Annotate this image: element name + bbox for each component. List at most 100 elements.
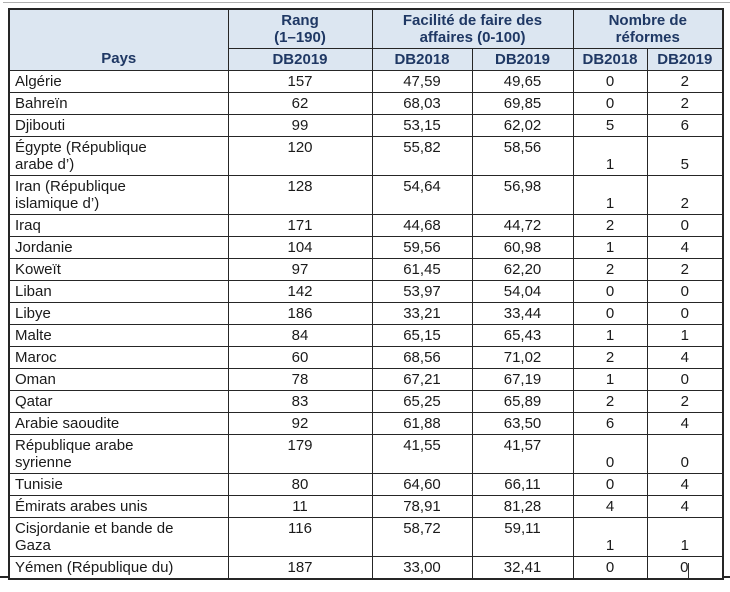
reforms-db2018: 2 [572,390,648,413]
table-row: Koweït 97 61,45 62,20 2 2 [8,258,724,281]
country-name: Iran (République islamique d’) [8,175,229,215]
country-name: Liban [8,280,229,303]
rank-db2019: 92 [227,412,373,435]
reforms-db2018: 0 [572,302,648,325]
reforms-db2019: 0 [646,302,724,325]
ease-score-db2018: 65,25 [371,390,473,413]
reforms-db2019: 2 [646,390,724,413]
table-row: Jordanie 104 59,56 60,98 1 4 [8,236,724,259]
rank-db2019: 187 [227,556,373,580]
header-row-sub: DB2019 DB2018 DB2019 DB2018 DB2019 [9,48,724,71]
ease-score-db2019: 58,56 [471,136,574,176]
country-name: Tunisie [8,473,229,496]
rank-db2019: 142 [227,280,373,303]
country-name: Malte [8,324,229,347]
table-row: Iran (République islamique d’) 128 54,64 56… [8,175,724,215]
table-row: Cisjordanie et bande de Gaza 116 58,72 59,1… [8,517,724,557]
table-row: Qatar 83 65,25 65,89 2 2 [8,390,724,413]
ease-score-db2018: 58,72 [371,517,473,557]
ease-score-db2019: 65,89 [471,390,574,413]
subheader-facilite-db2018: DB2018 [371,48,473,71]
reforms-db2019: 5 [646,136,724,176]
reforms-db2018: 1 [572,236,648,259]
rank-db2019: 60 [227,346,373,369]
ease-score-db2018: 65,15 [371,324,473,347]
reforms-db2018: 2 [572,258,648,281]
table-row: Libye 186 33,21 33,44 0 0 [8,302,724,325]
reforms-db2019: 2 [646,70,724,93]
ease-score-db2018: 78,91 [371,495,473,518]
country-name: Émirats arabes unis [8,495,229,518]
subheader-reformes-db2018: DB2018 [572,48,648,71]
table-row: Iraq 171 44,68 44,72 2 0 [8,214,724,237]
ease-score-db2018: 61,45 [371,258,473,281]
country-name: Libye [8,302,229,325]
rank-db2019: 120 [227,136,373,176]
column-group-reformes: Nombre de réformes [572,8,724,49]
reforms-db2019: 0 [646,434,724,474]
table-row: Algérie 157 47,59 49,65 0 2 [8,70,724,93]
reforms-db2018: 1 [572,517,648,557]
ease-score-db2018: 47,59 [371,70,473,93]
table-body: Algérie 157 47,59 49,65 0 2 Bahreïn 62 68,03 69,8… [8,70,724,580]
rank-db2019: 116 [227,517,373,557]
reforms-db2019: 2 [646,258,724,281]
reforms-db2019: 4 [646,495,724,518]
ease-score-db2019: 44,72 [471,214,574,237]
subheader-reformes-db2019: DB2019 [646,48,724,71]
reforms-db2018: 2 [572,214,648,237]
country-name: République arabe syrienne [8,434,229,474]
ease-score-db2018: 59,56 [371,236,473,259]
rank-db2019: 104 [227,236,373,259]
ease-score-db2019: 65,43 [471,324,574,347]
reforms-db2018: 4 [572,495,648,518]
text-cursor-artifact [688,562,690,578]
reforms-db2019: 4 [646,412,724,435]
reforms-db2018: 1 [572,136,648,176]
table-row: Émirats arabes unis 11 78,91 81,28 4 4 [8,495,724,518]
ease-score-db2019: 54,04 [471,280,574,303]
reforms-db2019: 1 [646,517,724,557]
reforms-db2018: 1 [572,324,648,347]
rank-db2019: 11 [227,495,373,518]
country-name: Algérie [8,70,229,93]
reforms-db2018: 2 [572,346,648,369]
reforms-db2018: 0 [572,92,648,115]
rank-db2019: 186 [227,302,373,325]
ease-score-db2018: 61,88 [371,412,473,435]
reforms-db2018: 0 [572,556,648,580]
country-name: Iraq [8,214,229,237]
subheader-rang-db2019: DB2019 [227,48,373,71]
rank-db2019: 97 [227,258,373,281]
country-name: Bahreïn [8,92,229,115]
reforms-db2019: 2 [646,92,724,115]
ease-score-db2019: 59,11 [471,517,574,557]
ease-score-db2018: 68,56 [371,346,473,369]
ease-score-db2019: 41,57 [471,434,574,474]
reforms-db2019: 0 [646,214,724,237]
subheader-facilite-db2019: DB2019 [471,48,574,71]
reforms-db2018: 0 [572,70,648,93]
country-name: Jordanie [8,236,229,259]
ease-score-db2018: 54,64 [371,175,473,215]
ease-score-db2018: 64,60 [371,473,473,496]
ease-score-db2018: 33,00 [371,556,473,580]
reforms-db2019: 4 [646,473,724,496]
ease-score-db2018: 33,21 [371,302,473,325]
rank-db2019: 62 [227,92,373,115]
reforms-db2019: 6 [646,114,724,137]
country-name: Arabie saoudite [8,412,229,435]
reforms-db2018: 1 [572,368,648,391]
reforms-db2019: 0 [646,556,724,580]
table-row: Arabie saoudite 92 61,88 63,50 6 4 [8,412,724,435]
ease-score-db2018: 67,21 [371,368,473,391]
reforms-db2018: 6 [572,412,648,435]
table-row: Tunisie 80 64,60 66,11 0 4 [8,473,724,496]
rank-db2019: 83 [227,390,373,413]
reforms-db2019: 1 [646,324,724,347]
reforms-db2018: 5 [572,114,648,137]
ease-score-db2019: 32,41 [471,556,574,580]
country-name: Maroc [8,346,229,369]
reforms-db2019: 0 [646,368,724,391]
